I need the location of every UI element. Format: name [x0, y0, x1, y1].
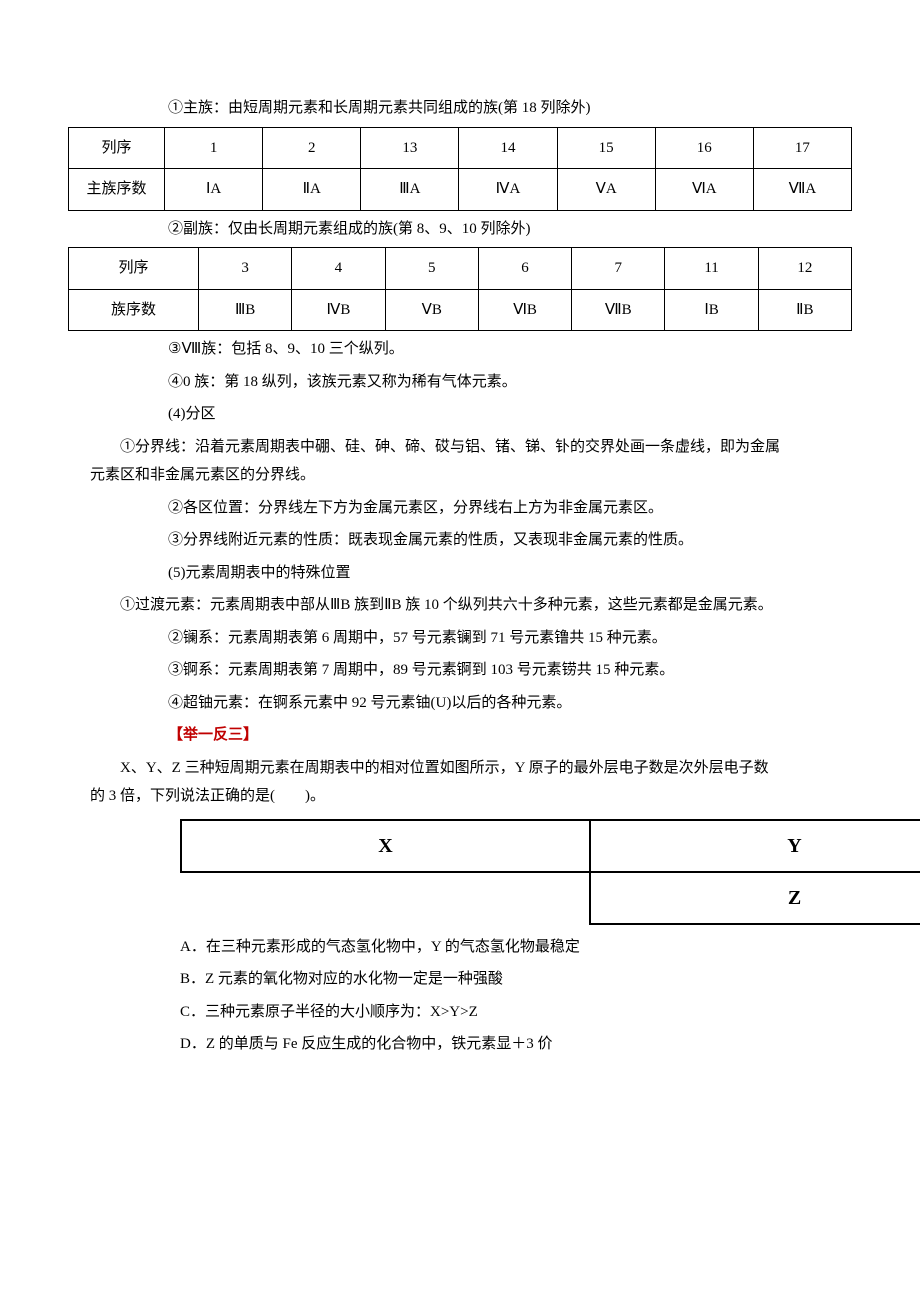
- table-sub-group: 列序 3 4 5 6 7 11 12 族序数 ⅢB ⅣB ⅤB ⅥB ⅦB ⅠB…: [68, 247, 852, 331]
- cell-y: Y: [590, 820, 920, 872]
- table2-wrap: 列序 3 4 5 6 7 11 12 族序数 ⅢB ⅣB ⅤB ⅥB ⅦB ⅠB…: [50, 247, 870, 331]
- th: 3: [199, 248, 292, 290]
- table-main-group: 列序 1 2 13 14 15 16 17 主族序数 ⅠA ⅡA ⅢA ⅣA Ⅴ…: [68, 127, 852, 211]
- table-row: 族序数 ⅢB ⅣB ⅤB ⅥB ⅦB ⅠB ⅡB: [69, 289, 852, 331]
- options-block: A．在三种元素形成的气态氢化物中，Y 的气态氢化物最稳定 B．Z 元素的氧化物对…: [50, 933, 870, 1059]
- option-c: C．三种元素原子半径的大小顺序为：X>Y>Z: [180, 998, 870, 1027]
- th: 1: [165, 127, 263, 169]
- td: ⅦA: [753, 169, 851, 211]
- td: ⅥA: [655, 169, 753, 211]
- para-actinide: ③锕系：元素周期表第 7 周期中，89 号元素锕到 103 号元素铹共 15 种…: [50, 656, 870, 685]
- td: ⅢB: [199, 289, 292, 331]
- td-row-label: 主族序数: [69, 169, 165, 211]
- td: ⅡB: [758, 289, 851, 331]
- para-special: (5)元素周期表中的特殊位置: [50, 559, 870, 588]
- table-row: X Y: [181, 820, 920, 872]
- th: 14: [459, 127, 557, 169]
- para-viii: ③Ⅷ族：包括 8、9、10 三个纵列。: [50, 335, 870, 364]
- td: ⅦB: [572, 289, 665, 331]
- td: ⅠA: [165, 169, 263, 211]
- heading-text: 【举一反三】: [168, 727, 258, 743]
- cell-z: Z: [590, 872, 920, 924]
- para-zone-pos: ②各区位置：分界线左下方为金属元素区，分界线右上方为非金属元素区。: [50, 494, 870, 523]
- td: ⅥB: [478, 289, 571, 331]
- td: ⅠB: [665, 289, 758, 331]
- th-col-seq: 列序: [69, 248, 199, 290]
- row-label-text: 主族序数: [86, 181, 146, 197]
- para-boundary: ①分界线：沿着元素周期表中硼、硅、砷、碲、砹与铝、锗、锑、钋的交界处画一条虚线，…: [50, 433, 870, 490]
- table-row: 列序 3 4 5 6 7 11 12: [69, 248, 852, 290]
- cell-x: X: [181, 820, 590, 872]
- para-transuranium: ④超铀元素：在锕系元素中 92 号元素铀(U)以后的各种元素。: [50, 689, 870, 718]
- para-lanthanide: ②镧系：元素周期表第 6 周期中，57 号元素镧到 71 号元素镥共 15 种元…: [50, 624, 870, 653]
- td: ⅢA: [361, 169, 459, 211]
- table-row: 主族序数 ⅠA ⅡA ⅢA ⅣA ⅤA ⅥA ⅦA: [69, 169, 852, 211]
- section-heading: 【举一反三】: [50, 721, 870, 750]
- th: 13: [361, 127, 459, 169]
- para-main-group: ①主族：由短周期元素和长周期元素共同组成的族(第 18 列除外): [50, 94, 870, 123]
- option-b: B．Z 元素的氧化物对应的水化物一定是一种强酸: [180, 965, 870, 994]
- para-boundary-prop: ③分界线附近元素的性质：既表现金属元素的性质，又表现非金属元素的性质。: [50, 526, 870, 555]
- para-zero: ④0 族：第 18 纵列，该族元素又称为稀有气体元素。: [50, 368, 870, 397]
- td: ⅡA: [263, 169, 361, 211]
- question-stem: X、Y、Z 三种短周期元素在周期表中的相对位置如图所示，Y 原子的最外层电子数是…: [50, 754, 870, 811]
- th: 12: [758, 248, 851, 290]
- th: 11: [665, 248, 758, 290]
- td-row-label: 族序数: [69, 289, 199, 331]
- table1-wrap: 列序 1 2 13 14 15 16 17 主族序数 ⅠA ⅡA ⅢA ⅣA Ⅴ…: [50, 127, 870, 211]
- td: ⅤA: [557, 169, 655, 211]
- option-a: A．在三种元素形成的气态氢化物中，Y 的气态氢化物最稳定: [180, 933, 870, 962]
- cell-empty: [181, 872, 590, 924]
- para-zone: (4)分区: [50, 400, 870, 429]
- th: 2: [263, 127, 361, 169]
- th: 15: [557, 127, 655, 169]
- option-d: D．Z 的单质与 Fe 反应生成的化合物中，铁元素显＋3 价: [180, 1030, 870, 1059]
- th: 7: [572, 248, 665, 290]
- para-sub-group: ②副族：仅由长周期元素组成的族(第 8、9、10 列除外): [50, 215, 870, 244]
- th-col-seq: 列序: [69, 127, 165, 169]
- th: 17: [753, 127, 851, 169]
- para-transition: ①过渡元素：元素周期表中部从ⅢB 族到ⅡB 族 10 个纵列共六十多种元素，这些…: [50, 591, 870, 620]
- th: 16: [655, 127, 753, 169]
- td: ⅣA: [459, 169, 557, 211]
- td: ⅤB: [385, 289, 478, 331]
- table-row: 列序 1 2 13 14 15 16 17: [69, 127, 852, 169]
- td: ⅣB: [292, 289, 385, 331]
- th: 4: [292, 248, 385, 290]
- th: 5: [385, 248, 478, 290]
- table-row: Z: [181, 872, 920, 924]
- position-diagram: X Y Z: [180, 819, 920, 925]
- th: 6: [478, 248, 571, 290]
